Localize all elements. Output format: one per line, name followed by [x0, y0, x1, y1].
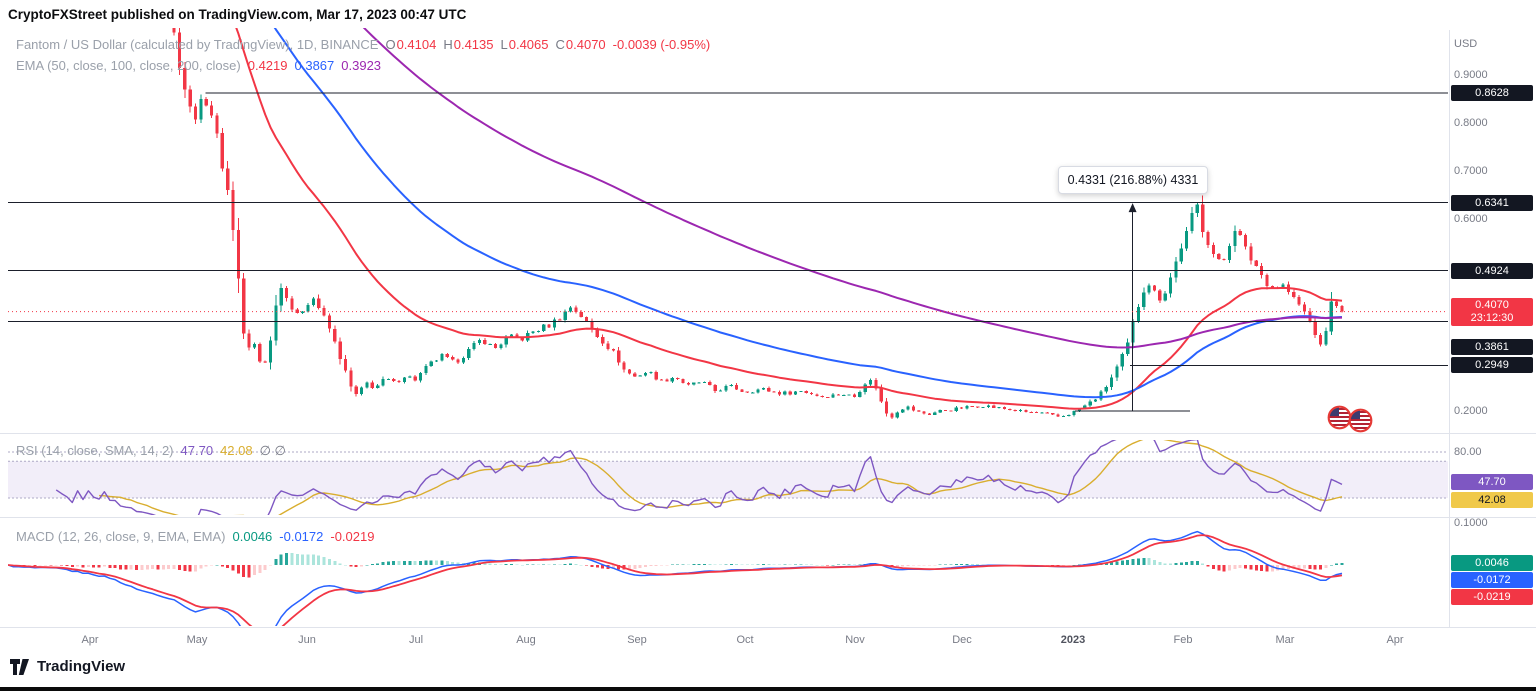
macd-hist-value: -0.0219 [330, 529, 375, 544]
attribution-header: CryptoFXStreet published on TradingView.… [8, 7, 467, 22]
ohlc-open: O 0.4104 [385, 37, 437, 52]
symbol-legend[interactable]: Fantom / US Dollar (calculated by Tradin… [16, 37, 710, 52]
rsi-legend[interactable]: RSI (14, close, SMA, 14, 2) 47.70 42.08 … [16, 443, 286, 459]
macd-legend[interactable]: MACD (12, 26, close, 9, EMA, EMA) 0.0046… [16, 529, 374, 544]
ema100-value: 0.3867 [294, 58, 335, 73]
ohlc-low: L 0.4065 [500, 37, 549, 52]
ema-title: EMA (50, close, 100, close, 200, close) [16, 58, 241, 73]
tradingview-logo-icon [10, 658, 29, 675]
macd-value: 0.0046 [232, 529, 273, 544]
macd-signal-value: -0.0172 [279, 529, 324, 544]
ohlc-high: H 0.4135 [443, 37, 494, 52]
us-flag-icon[interactable] [1347, 407, 1374, 434]
rsi-sma-value: 42.08 [220, 443, 253, 458]
us-flag-icon[interactable] [1326, 404, 1353, 431]
tradingview-watermark[interactable]: TradingView [10, 658, 125, 675]
ohlc-close: C 0.4070 [555, 37, 606, 52]
rsi-value: 47.70 [180, 443, 214, 458]
rsi-empty-values: ∅ ∅ [259, 443, 286, 458]
macd-title: MACD (12, 26, close, 9, EMA, EMA) [16, 529, 226, 544]
us-flag-icons[interactable] [1326, 404, 1374, 434]
ema200-value: 0.3923 [341, 58, 382, 73]
ema50-value: 0.4219 [247, 58, 288, 73]
tradingview-logo-text: TradingView [37, 658, 126, 675]
measurement-tooltip: 0.4331 (216.88%) 4331 [1058, 166, 1208, 194]
ohlc-change: -0.0039 (-0.95%) [612, 37, 711, 52]
symbol-title: Fantom / US Dollar (calculated by Tradin… [16, 37, 379, 52]
bottom-border [0, 687, 1536, 691]
ema-legend[interactable]: EMA (50, close, 100, close, 200, close) … [16, 58, 381, 73]
rsi-title: RSI (14, close, SMA, 14, 2) [16, 443, 174, 458]
